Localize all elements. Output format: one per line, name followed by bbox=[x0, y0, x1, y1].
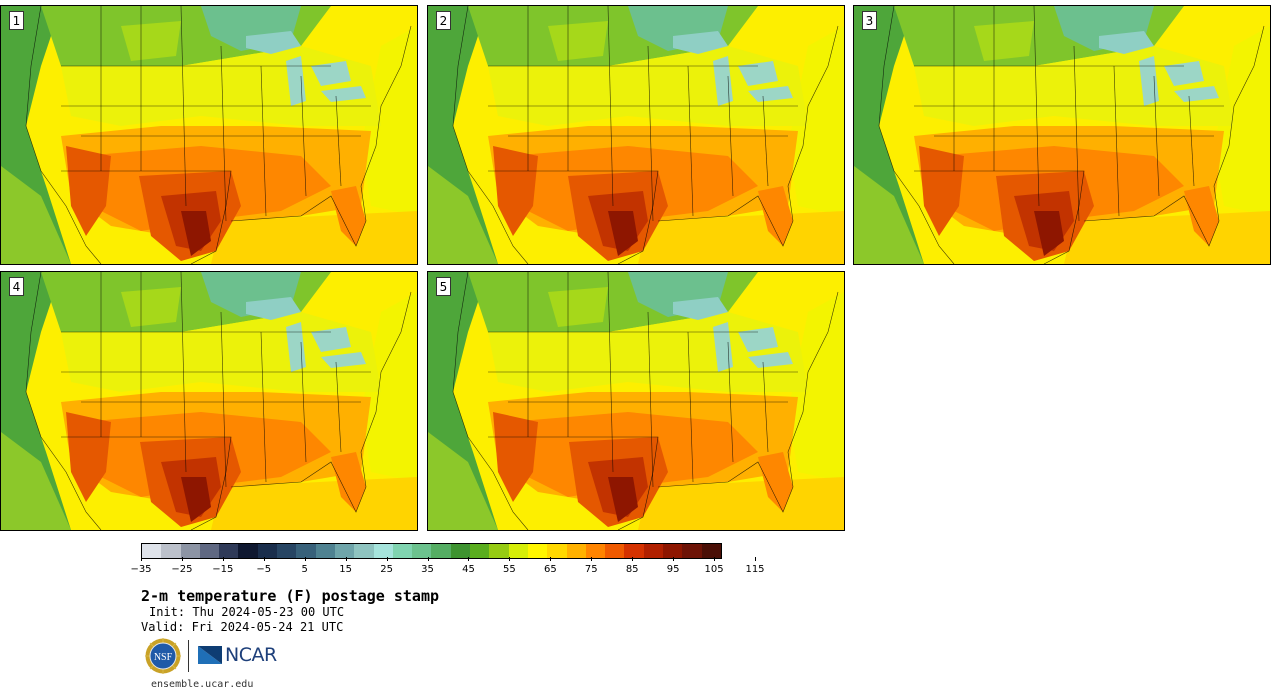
colorbar-swatch bbox=[624, 544, 644, 558]
nsf-logo-text: NSF bbox=[154, 652, 173, 663]
colorbar-tick bbox=[304, 557, 306, 561]
colorbar-swatch bbox=[315, 544, 335, 558]
colorbar-swatch bbox=[199, 544, 220, 558]
colorbar-swatch bbox=[682, 544, 702, 558]
map-panel-1: 1 bbox=[0, 5, 418, 265]
colorbar-swatch bbox=[238, 544, 258, 558]
colorbar-swatch bbox=[180, 544, 200, 558]
colorbar-tick-label: 35 bbox=[421, 564, 434, 575]
ncar-logo: NCAR bbox=[197, 643, 277, 667]
colorbar-tick-label: 5 bbox=[301, 564, 308, 575]
colorbar-swatch bbox=[277, 544, 297, 558]
panel-label: 1 bbox=[9, 11, 24, 30]
colorbar-tick-label: 55 bbox=[503, 564, 516, 575]
colorbar-tick-label: 15 bbox=[339, 564, 353, 575]
panel-label: 3 bbox=[862, 11, 877, 30]
colorbar-swatch bbox=[701, 544, 721, 558]
colorbar-tick bbox=[714, 557, 716, 561]
colorbar-tick bbox=[345, 557, 347, 561]
colorbar-tick-label: 95 bbox=[666, 564, 680, 575]
colorbar-swatch bbox=[373, 544, 393, 558]
map-panel-2: 2 bbox=[427, 5, 845, 265]
map-panel-5: 5 bbox=[427, 271, 845, 531]
temperature-map bbox=[428, 272, 844, 530]
colorbar-swatch bbox=[566, 544, 586, 558]
colorbar-tick-label: 25 bbox=[380, 564, 393, 575]
colorbar-swatch bbox=[470, 544, 490, 558]
colorbar-swatch bbox=[643, 544, 664, 558]
colorbar-swatch bbox=[412, 544, 432, 558]
colorbar-tick bbox=[509, 557, 511, 561]
website-link[interactable]: ensemble.ucar.edu bbox=[151, 679, 254, 690]
panel-label: 4 bbox=[9, 277, 24, 296]
colorbar-tick-label: −15 bbox=[212, 564, 234, 575]
colorbar-tick bbox=[181, 557, 183, 561]
colorbar-swatch bbox=[219, 544, 239, 558]
colorbar-tick-label: 65 bbox=[543, 564, 557, 575]
temperature-colorbar bbox=[141, 543, 722, 559]
colorbar-tick bbox=[673, 557, 675, 561]
temperature-map bbox=[1, 6, 417, 264]
colorbar-tick-label: −35 bbox=[130, 564, 152, 575]
colorbar-tick bbox=[591, 557, 593, 561]
colorbar-tick bbox=[550, 557, 552, 561]
colorbar-swatch bbox=[161, 544, 181, 558]
colorbar-tick-label: −25 bbox=[171, 564, 193, 575]
colorbar-tick-label: 115 bbox=[745, 564, 765, 575]
logo-divider bbox=[188, 640, 189, 672]
colorbar-swatch bbox=[527, 544, 548, 558]
map-panel-3: 3 bbox=[853, 5, 1271, 265]
colorbar-tick bbox=[141, 557, 142, 561]
ncar-logo-text: NCAR bbox=[225, 644, 277, 666]
colorbar-swatch bbox=[663, 544, 683, 558]
map-panel-4: 4 bbox=[0, 271, 418, 531]
colorbar-tick bbox=[632, 557, 634, 561]
init-time: Init: Thu 2024-05-23 00 UTC bbox=[149, 605, 345, 619]
colorbar-tick bbox=[263, 557, 265, 561]
colorbar-swatch bbox=[605, 544, 625, 558]
figure-title: 2-m temperature (F) postage stamp bbox=[141, 587, 440, 605]
colorbar-tick bbox=[386, 557, 388, 561]
colorbar-tick-label: 75 bbox=[584, 564, 598, 575]
colorbar-swatch bbox=[142, 544, 162, 558]
colorbar-swatch bbox=[547, 544, 567, 558]
panel-label: 2 bbox=[436, 11, 451, 30]
colorbar-tick-label: 105 bbox=[704, 564, 724, 575]
colorbar-swatch bbox=[450, 544, 471, 558]
colorbar-tick bbox=[468, 557, 470, 561]
colorbar-swatch bbox=[334, 544, 355, 558]
colorbar-swatch bbox=[392, 544, 413, 558]
colorbar-tick-label: 85 bbox=[625, 564, 639, 575]
colorbar-tick-label: −5 bbox=[256, 564, 272, 575]
temperature-map bbox=[854, 6, 1270, 264]
colorbar-swatch bbox=[296, 544, 316, 558]
temperature-map bbox=[1, 272, 417, 530]
colorbar-tick-label: 45 bbox=[462, 564, 475, 575]
colorbar-swatch bbox=[489, 544, 509, 558]
colorbar-swatch bbox=[354, 544, 374, 558]
colorbar-ticks: −35 −25 −15 −5 5 15 25 35 45 55 65 75 85 95 105 115 bbox=[130, 557, 765, 577]
temperature-map bbox=[428, 6, 844, 264]
panel-label: 5 bbox=[436, 277, 451, 296]
colorbar-tick bbox=[427, 557, 429, 561]
colorbar-swatch bbox=[257, 544, 278, 558]
colorbar-swatch bbox=[585, 544, 606, 558]
colorbar-swatch bbox=[508, 544, 528, 558]
colorbar-tick bbox=[755, 557, 756, 561]
nsf-logo-icon: NSF bbox=[145, 638, 181, 674]
colorbar-swatch bbox=[431, 544, 451, 558]
ncar-mark-icon bbox=[198, 646, 222, 664]
valid-time: Valid: Fri 2024-05-24 21 UTC bbox=[141, 620, 344, 634]
colorbar-tick bbox=[222, 557, 224, 561]
